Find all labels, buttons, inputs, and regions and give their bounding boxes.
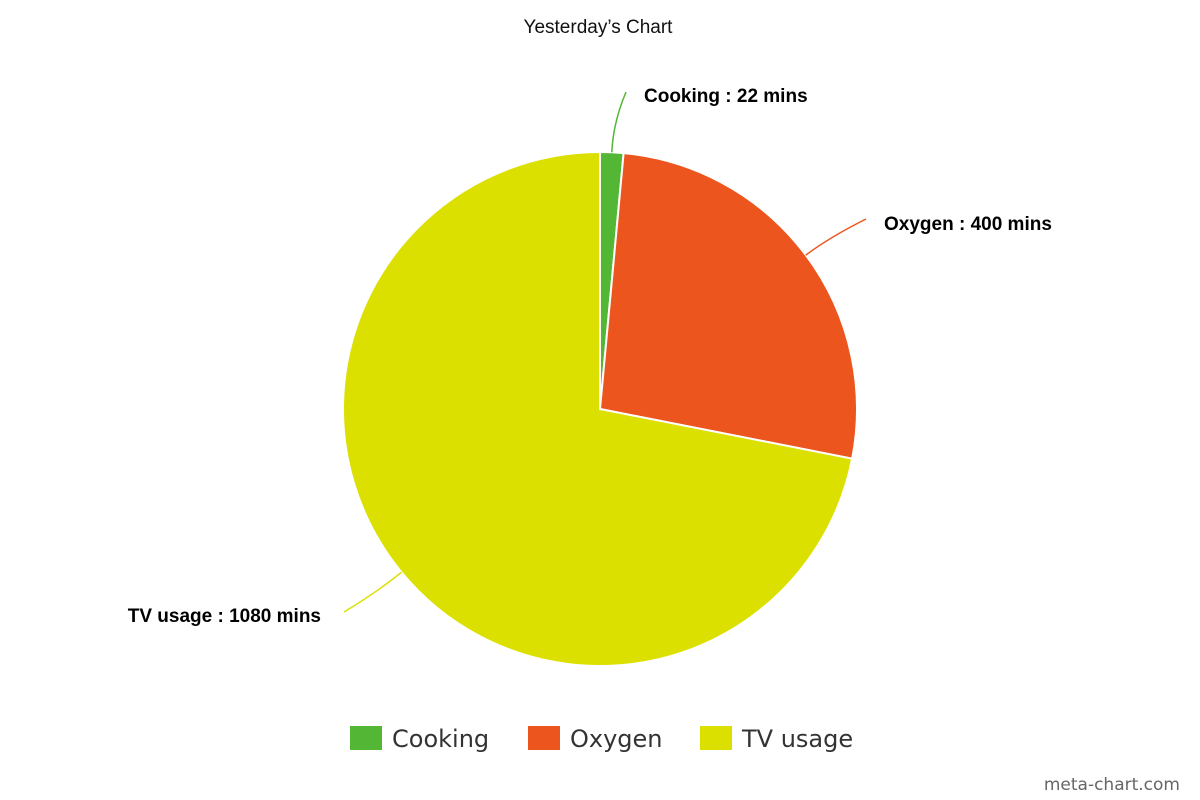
legend: Cooking Oxygen TV usage xyxy=(350,725,853,753)
pie-slices xyxy=(342,150,858,667)
legend-label-tv-usage: TV usage xyxy=(741,725,853,753)
label-connectors xyxy=(343,91,867,613)
connector-tv-usage xyxy=(343,571,402,613)
chart-title: Yesterday’s Chart xyxy=(524,17,674,38)
legend-item-oxygen[interactable]: Oxygen xyxy=(528,725,663,753)
legend-label-cooking: Cooking xyxy=(392,725,489,753)
legend-swatch-oxygen xyxy=(528,726,560,750)
legend-item-tv-usage[interactable]: TV usage xyxy=(700,725,853,753)
legend-label-oxygen: Oxygen xyxy=(570,725,663,753)
data-label-oxygen: Oxygen : 400 mins xyxy=(884,214,1052,235)
pie-slice-oxygen[interactable] xyxy=(598,152,858,460)
legend-swatch-cooking xyxy=(350,726,382,750)
legend-swatch-tv-usage xyxy=(700,726,732,750)
watermark[interactable]: meta-chart.com xyxy=(1044,775,1180,795)
legend-item-cooking[interactable]: Cooking xyxy=(350,725,489,753)
data-label-cooking: Cooking : 22 mins xyxy=(644,86,808,107)
pie-slice-tv-usage[interactable] xyxy=(342,150,854,667)
data-label-tv-usage: TV usage : 1080 mins xyxy=(128,606,321,627)
connector-cooking xyxy=(611,91,627,153)
connector-oxygen xyxy=(805,218,867,256)
